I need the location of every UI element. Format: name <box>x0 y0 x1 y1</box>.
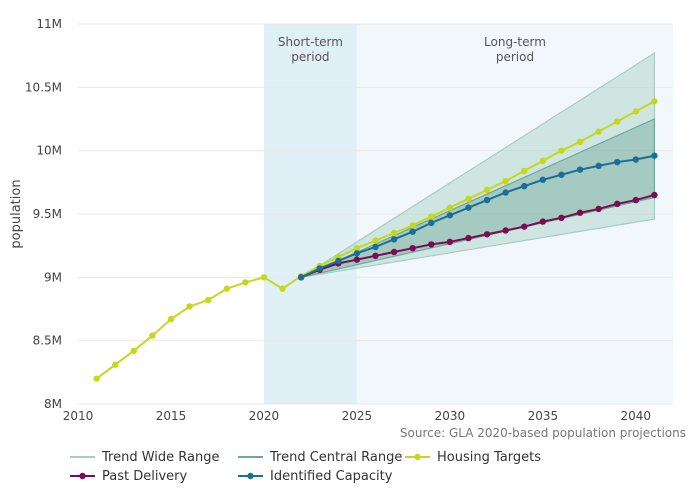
series-marker <box>614 200 621 208</box>
series-marker <box>502 227 509 234</box>
legend-label: Trend Central Range <box>269 450 402 465</box>
series-marker <box>483 231 491 238</box>
series-marker <box>595 162 602 170</box>
x-tick-label: 2040 <box>621 409 652 423</box>
series-marker <box>614 118 621 125</box>
series-marker <box>614 158 621 166</box>
series-marker <box>576 138 584 145</box>
period-label: Long-term period <box>484 35 546 64</box>
series-marker <box>539 157 547 164</box>
series-marker <box>632 196 640 204</box>
x-tick-label: 2015 <box>156 409 187 423</box>
series-marker <box>316 265 323 272</box>
series-marker <box>186 303 193 310</box>
x-tick-label: 2025 <box>342 409 373 423</box>
legend-label: Housing Targets <box>437 450 541 465</box>
series-marker <box>502 177 509 185</box>
series-marker <box>353 245 361 252</box>
period-label: Short-term period <box>278 35 343 64</box>
legend-marker <box>414 453 421 461</box>
series-marker <box>465 234 472 242</box>
series-marker <box>651 191 658 199</box>
series-marker <box>483 186 491 194</box>
y-tick-label: 9M <box>44 270 62 284</box>
x-tick-label: 2035 <box>528 409 559 423</box>
series-marker <box>558 147 565 154</box>
legend-label: Identified Capacity <box>270 469 393 484</box>
period-label-line: Long-term <box>484 35 546 49</box>
series-marker <box>130 347 137 354</box>
series-marker <box>260 274 268 281</box>
series-marker <box>372 243 379 251</box>
series-marker <box>409 222 416 229</box>
series-marker <box>93 375 100 382</box>
series-marker <box>204 296 212 304</box>
y-axis-label: population <box>9 179 24 248</box>
series-marker <box>558 171 565 178</box>
x-tick-label: 2020 <box>249 409 280 423</box>
series-marker <box>390 236 398 243</box>
period-label-line: Short-term <box>278 35 343 49</box>
series-marker <box>409 228 416 235</box>
series-marker <box>390 229 398 237</box>
series-marker <box>446 212 454 219</box>
series-marker <box>446 238 454 246</box>
series-marker <box>521 167 528 175</box>
series-marker <box>651 152 658 159</box>
series-marker <box>149 332 156 339</box>
y-tick-label: 11M <box>36 17 62 31</box>
series-marker <box>576 209 584 216</box>
y-tick-label: 8.5M <box>33 334 62 348</box>
series-marker <box>111 361 119 368</box>
series-marker <box>539 176 547 183</box>
series-marker <box>372 252 379 259</box>
series-marker <box>223 285 230 292</box>
series-marker <box>279 285 286 292</box>
series-marker <box>595 205 602 213</box>
x-tick-label: 2030 <box>435 409 466 423</box>
legend-marker <box>247 472 254 480</box>
y-tick-label: 10M <box>36 144 62 158</box>
series-marker <box>521 182 528 190</box>
period-label-line: period <box>496 50 534 64</box>
series-marker <box>372 237 379 244</box>
series-marker <box>428 219 435 227</box>
series-marker <box>390 248 398 256</box>
series-marker <box>632 108 640 115</box>
series-marker <box>521 223 528 230</box>
y-tick-label: 10.5M <box>25 80 62 94</box>
series-marker <box>595 128 602 135</box>
series-marker <box>409 245 416 252</box>
series-marker <box>465 204 472 211</box>
legend-label: Trend Wide Range <box>101 450 219 465</box>
series-marker <box>483 196 491 204</box>
period-label-line: period <box>291 50 329 64</box>
series-marker <box>632 156 640 163</box>
series-marker <box>558 214 565 221</box>
series-marker <box>446 204 454 211</box>
series-marker <box>576 166 584 173</box>
series-marker <box>651 98 658 105</box>
series-marker <box>297 274 305 281</box>
legend-label: Past Delivery <box>102 469 187 484</box>
x-tick-label: 2010 <box>63 409 94 423</box>
series-marker <box>428 213 435 220</box>
source-note: Source: GLA 2020-based population projec… <box>400 426 686 440</box>
series-marker <box>353 256 361 263</box>
series-marker <box>428 241 435 248</box>
series-marker <box>502 189 509 196</box>
series-marker <box>242 279 249 286</box>
series-marker <box>465 195 472 202</box>
series-marker <box>167 315 175 323</box>
series-marker <box>539 218 547 225</box>
y-tick-label: 8M <box>44 397 62 411</box>
series-marker <box>353 250 361 257</box>
legend-marker <box>79 472 86 480</box>
y-tick-label: 9.5M <box>33 207 62 221</box>
series-marker <box>335 257 342 265</box>
